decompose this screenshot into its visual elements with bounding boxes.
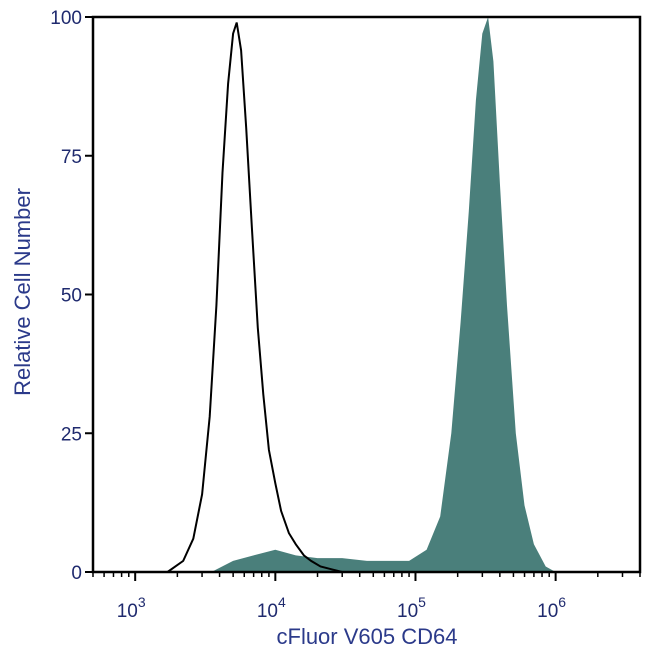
x-tick-label: 104	[257, 594, 286, 622]
plot-frame	[91, 15, 642, 574]
filled-histogram-series	[211, 17, 556, 572]
y-tick-label: 100	[50, 8, 82, 29]
y-tick-label: 75	[61, 147, 82, 168]
outline-histogram-series	[166, 22, 343, 573]
x-tick-label: 106	[537, 594, 566, 622]
y-tick-label: 25	[61, 424, 82, 445]
plot-area: 0 25 50 75 100 103 104 105 106	[50, 8, 642, 622]
y-tick-label: 50	[61, 286, 82, 307]
y-tick-label: 0	[71, 563, 82, 584]
y-axis-title: Relative Cell Number	[10, 188, 35, 396]
x-tick-label: 103	[117, 594, 146, 622]
x-axis-title: cFluor V605 CD64	[277, 624, 458, 649]
x-tick-label: 105	[397, 594, 426, 622]
